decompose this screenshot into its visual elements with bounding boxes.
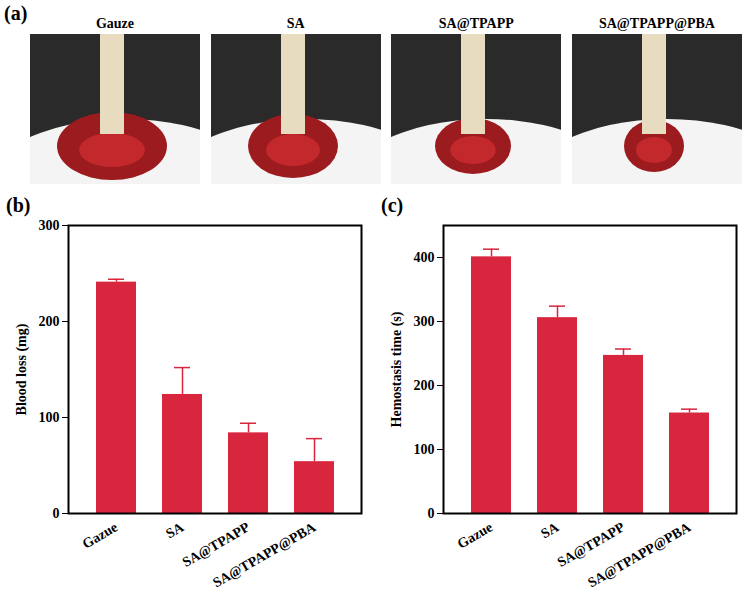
svg-text:300: 300 <box>39 218 60 233</box>
html-text:SA: SA <box>286 16 305 31</box>
html-text:SA@TPAPP: SA@TPAPP <box>438 16 514 31</box>
svg-text:Hemostasis time (s): Hemostasis time (s) <box>389 311 405 427</box>
svg-text:0: 0 <box>53 506 60 521</box>
svg-text:400: 400 <box>414 250 435 265</box>
html-text:(a): (a) <box>4 2 28 24</box>
svg-text:Gazue: Gazue <box>80 519 121 551</box>
svg-text:Blood loss (mg): Blood loss (mg) <box>14 323 30 415</box>
html-text:SA@TPAPP@PBA: SA@TPAPP@PBA <box>599 16 715 31</box>
svg-text:Gazue: Gazue <box>455 519 496 551</box>
svg-text:SA: SA <box>163 519 187 541</box>
svg-text:SA@TPAPP@PBA: SA@TPAPP@PBA <box>210 519 319 590</box>
svg-text:200: 200 <box>39 314 60 329</box>
html-text:Gauze: Gauze <box>95 16 134 31</box>
svg-text:SA@TPAPP@PBA: SA@TPAPP@PBA <box>585 519 694 590</box>
svg-text:100: 100 <box>414 442 435 457</box>
svg-text:100: 100 <box>39 410 60 425</box>
svg-text:0: 0 <box>428 506 435 521</box>
html-text:(b): (b) <box>6 194 31 216</box>
svg-text:300: 300 <box>414 314 435 329</box>
svg-text:200: 200 <box>414 378 435 393</box>
html-text:(c): (c) <box>381 194 404 216</box>
svg-text:SA: SA <box>538 519 562 541</box>
